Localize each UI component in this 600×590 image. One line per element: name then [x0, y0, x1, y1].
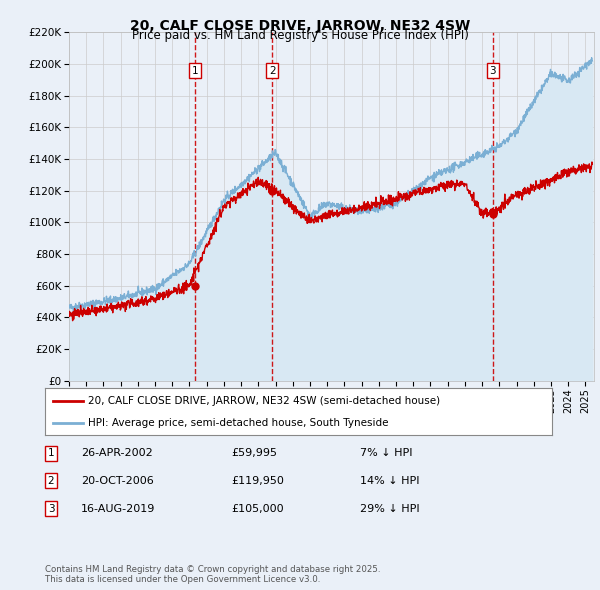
Text: 20, CALF CLOSE DRIVE, JARROW, NE32 4SW: 20, CALF CLOSE DRIVE, JARROW, NE32 4SW [130, 19, 470, 33]
Text: £59,995: £59,995 [231, 448, 277, 458]
Text: 1: 1 [191, 65, 199, 76]
Text: Price paid vs. HM Land Registry's House Price Index (HPI): Price paid vs. HM Land Registry's House … [131, 30, 469, 42]
Text: 3: 3 [47, 504, 55, 513]
Text: £119,950: £119,950 [231, 476, 284, 486]
Text: 16-AUG-2019: 16-AUG-2019 [81, 504, 155, 513]
Text: 3: 3 [490, 65, 496, 76]
Text: 26-APR-2002: 26-APR-2002 [81, 448, 153, 458]
Text: 2: 2 [269, 65, 275, 76]
Text: HPI: Average price, semi-detached house, South Tyneside: HPI: Average price, semi-detached house,… [88, 418, 389, 428]
Text: 29% ↓ HPI: 29% ↓ HPI [360, 504, 419, 513]
Text: 2: 2 [47, 476, 55, 486]
Text: Contains HM Land Registry data © Crown copyright and database right 2025.
This d: Contains HM Land Registry data © Crown c… [45, 565, 380, 584]
Text: 20-OCT-2006: 20-OCT-2006 [81, 476, 154, 486]
Text: £105,000: £105,000 [231, 504, 284, 513]
Text: 1: 1 [47, 448, 55, 458]
Text: 7% ↓ HPI: 7% ↓ HPI [360, 448, 413, 458]
Text: 14% ↓ HPI: 14% ↓ HPI [360, 476, 419, 486]
Text: 20, CALF CLOSE DRIVE, JARROW, NE32 4SW (semi-detached house): 20, CALF CLOSE DRIVE, JARROW, NE32 4SW (… [88, 396, 440, 406]
